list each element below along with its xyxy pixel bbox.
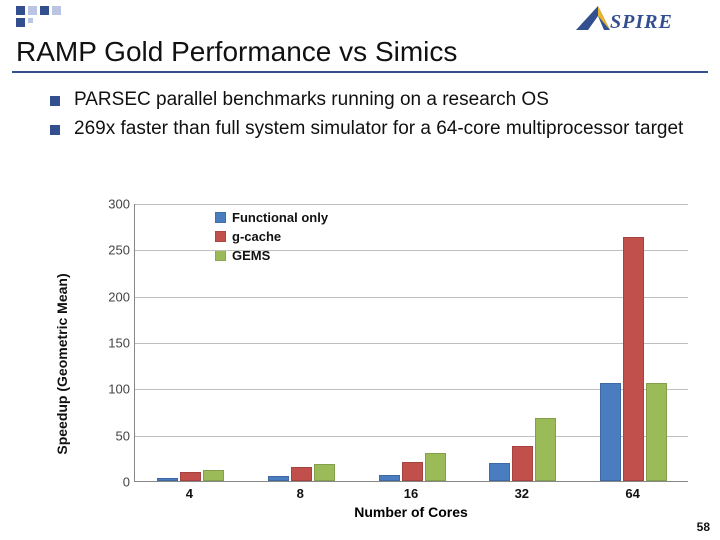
bar-group [157,470,224,481]
aspire-logo: SPIRE [576,2,712,36]
legend-swatch [215,212,226,223]
gridline [135,204,688,205]
bullet-marker [50,96,60,106]
legend-item: g-cache [215,229,328,244]
y-tick-label: 300 [90,197,130,212]
slide-title: RAMP Gold Performance vs Simics [16,36,457,68]
y-tick-label: 0 [90,475,130,490]
y-tick-label: 250 [90,243,130,258]
bar-group [600,237,667,481]
bar [379,475,400,481]
bar [535,418,556,481]
bullet-item: PARSEC parallel benchmarks running on a … [50,88,694,113]
bar [489,463,510,481]
bullet-list: PARSEC parallel benchmarks running on a … [50,88,694,145]
x-tick-label: 16 [404,486,418,501]
title-underline [12,71,708,73]
y-tick-label: 200 [90,289,130,304]
bullet-text: PARSEC parallel benchmarks running on a … [74,88,549,113]
y-tick-label: 50 [90,428,130,443]
bullet-marker [50,125,60,135]
svg-text:SPIRE: SPIRE [610,11,673,33]
corner-decoration [16,6,72,27]
y-tick-label: 150 [90,336,130,351]
x-tick-label: 4 [186,486,193,501]
x-tick-label: 32 [515,486,529,501]
bar [425,453,446,481]
bar-group [489,418,556,481]
plot-area: Functional onlyg-cacheGEMS [134,204,688,482]
legend-item: Functional only [215,210,328,225]
bar-group [268,464,335,481]
chart-legend: Functional onlyg-cacheGEMS [215,210,328,267]
bullet-text: 269x faster than full system simulator f… [74,117,683,142]
bar [646,383,667,481]
legend-swatch [215,231,226,242]
bar [314,464,335,481]
bar [512,446,533,481]
bar [157,478,178,481]
x-axis-label: Number of Cores [134,504,688,520]
x-tick-label: 64 [625,486,639,501]
x-tick-label: 8 [297,486,304,501]
y-tick-label: 100 [90,382,130,397]
bar [402,462,423,481]
bar [291,467,312,481]
bullet-item: 269x faster than full system simulator f… [50,117,694,142]
bar [600,383,621,481]
speedup-chart: Speedup (Geometric Mean) Functional only… [68,204,688,524]
bar [623,237,644,481]
bar [268,476,289,481]
bar-group [379,453,446,481]
legend-label: Functional only [232,210,328,225]
bar [180,472,201,481]
page-number: 58 [697,520,710,534]
bar [203,470,224,481]
y-axis-label: Speedup (Geometric Mean) [54,273,70,454]
legend-label: g-cache [232,229,281,244]
legend-swatch [215,250,226,261]
